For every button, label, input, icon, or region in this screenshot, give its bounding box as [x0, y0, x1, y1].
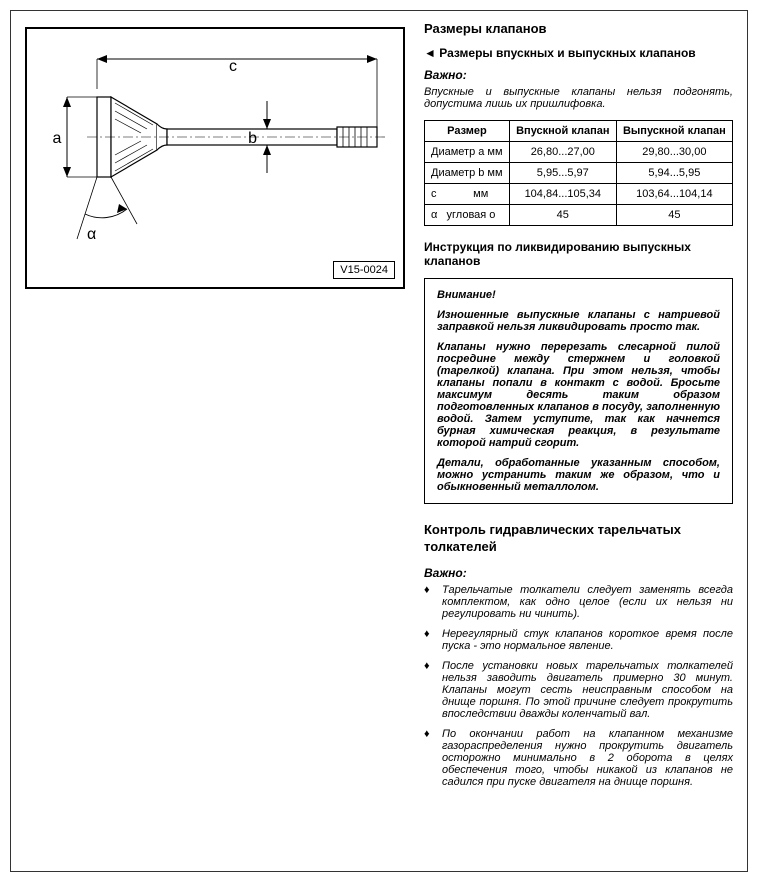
section-title-valve-dimensions: Размеры клапанов — [424, 21, 733, 36]
warning-heading: Внимание! — [437, 289, 720, 301]
svg-text:a: a — [53, 130, 62, 147]
list-item: Нерегулярный стук клапанов короткое врем… — [438, 628, 733, 652]
svg-text:c: c — [229, 58, 237, 75]
list-item: Тарельчатые толкатели следует заменять в… — [438, 584, 733, 620]
table-row: c мм 104,84...105,34 103,64...104,14 — [425, 184, 733, 205]
instruction-title: Инструкция по ликвидированию выпускных к… — [424, 240, 733, 268]
table-row: α угловая о 45 45 — [425, 205, 733, 226]
warning-box: Внимание! Изношенные выпускные клапаны с… — [424, 278, 733, 504]
th-intake: Впускной клапан — [509, 121, 616, 142]
table-row: Диаметр a мм 26,80...27,00 29,80...30,00 — [425, 142, 733, 163]
table-row: Диаметр b мм 5,95...5,97 5,94...5,95 — [425, 163, 733, 184]
valve-dimensions-table: Размер Впускной клапан Выпускной клапан … — [424, 120, 733, 226]
list-item: После установки новых тарельчатых толкат… — [438, 660, 733, 720]
svg-text:b: b — [248, 130, 257, 147]
important-label-2: Важно: — [424, 566, 733, 580]
th-exhaust: Выпускной клапан — [616, 121, 732, 142]
important-note: Впускные и выпускные клапаны нельзя подг… — [424, 86, 733, 110]
section-title-hydraulic-tappets: Контроль гидравлических тарельчатых толк… — [424, 522, 733, 556]
page-frame: c — [10, 10, 748, 872]
svg-text:α: α — [87, 226, 96, 243]
valve-diagram: c — [25, 27, 405, 289]
important-label: Важно: — [424, 68, 733, 82]
warning-p2: Клапаны нужно перерезать слесарной пилой… — [437, 341, 720, 449]
diagram-column: c — [25, 21, 410, 796]
subtitle-intake-exhaust: Размеры впускных и выпускных клапанов — [424, 46, 733, 60]
tappet-notes-list: Тарельчатые толкатели следует заменять в… — [424, 584, 733, 788]
warning-p3: Детали, обработанные указанным способом,… — [437, 457, 720, 493]
diagram-code-label: V15-0024 — [333, 261, 395, 279]
th-size: Размер — [425, 121, 510, 142]
content-column: Размеры клапанов Размеры впускных и выпу… — [424, 21, 733, 796]
warning-p1: Изношенные выпускные клапаны с натриевой… — [437, 309, 720, 333]
list-item: По окончании работ на клапанном механизм… — [438, 728, 733, 788]
